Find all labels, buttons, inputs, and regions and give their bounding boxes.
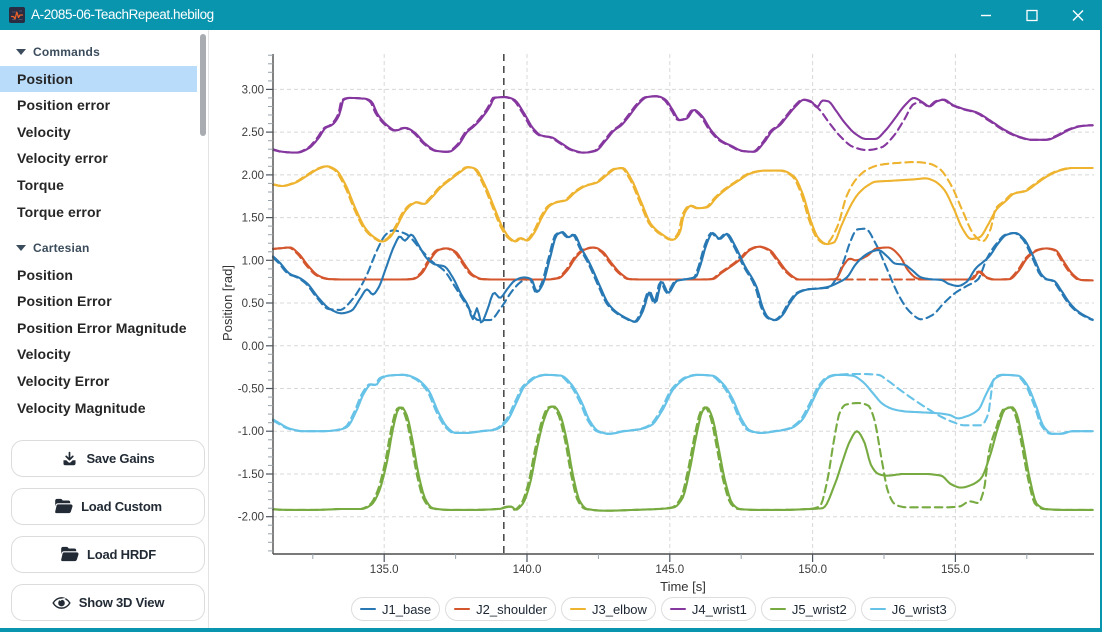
svg-text:-1.00: -1.00	[238, 426, 264, 438]
svg-text:150.0: 150.0	[798, 564, 827, 576]
svg-text:0.50: 0.50	[242, 298, 264, 310]
svg-text:-1.50: -1.50	[238, 469, 264, 481]
svg-text:-0.50: -0.50	[238, 384, 264, 396]
svg-text:Position [rad]: Position [rad]	[220, 265, 235, 341]
svg-text:135.0: 135.0	[370, 564, 399, 576]
svg-text:2.50: 2.50	[242, 127, 264, 139]
svg-text:3.00: 3.00	[242, 84, 264, 96]
svg-text:-2.00: -2.00	[238, 512, 264, 524]
svg-text:155.0: 155.0	[941, 564, 970, 576]
svg-text:1.50: 1.50	[242, 213, 264, 225]
svg-text:145.0: 145.0	[655, 564, 684, 576]
svg-text:1.00: 1.00	[242, 255, 264, 267]
svg-text:0.00: 0.00	[242, 341, 264, 353]
svg-text:2.00: 2.00	[242, 170, 264, 182]
svg-text:Time [s]: Time [s]	[660, 579, 706, 594]
svg-text:140.0: 140.0	[513, 564, 542, 576]
